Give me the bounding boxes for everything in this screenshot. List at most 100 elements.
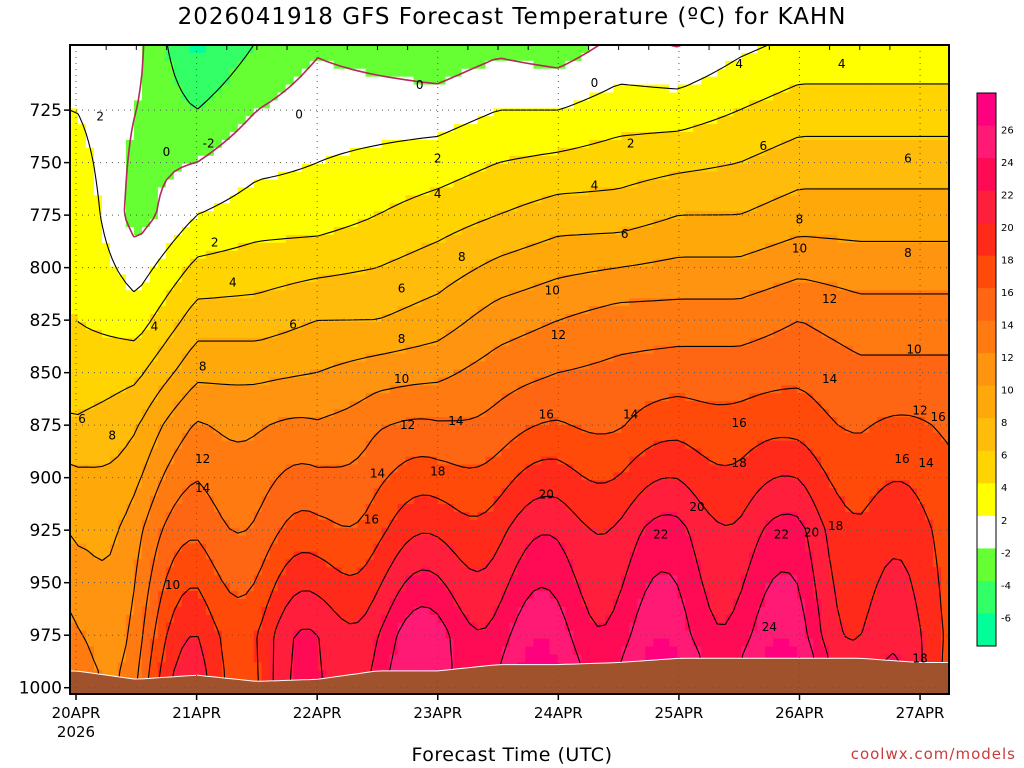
field-cell	[749, 250, 758, 260]
field-cell	[453, 171, 463, 181]
field-cell	[413, 227, 423, 236]
field-cell	[765, 108, 774, 117]
field-cell	[741, 187, 750, 196]
field-cell	[909, 147, 918, 157]
field-cell	[301, 314, 311, 323]
field-cell	[149, 187, 159, 196]
field-cell	[93, 250, 103, 260]
field-cell	[773, 329, 782, 339]
field-cell	[189, 306, 199, 315]
field-cell	[101, 179, 111, 189]
field-cell	[397, 76, 407, 86]
field-cell	[469, 282, 479, 291]
field-cell	[405, 60, 415, 70]
field-cell	[493, 234, 503, 244]
field-cell	[765, 132, 774, 141]
field-cell	[133, 219, 143, 228]
field-cell	[773, 52, 782, 62]
field-cell	[189, 187, 199, 196]
field-cell	[933, 76, 942, 86]
field-cell	[157, 314, 167, 323]
field-cell	[805, 147, 814, 157]
field-cell	[229, 345, 239, 355]
field-cell	[221, 274, 231, 284]
field-cell	[77, 139, 87, 149]
field-cell	[341, 266, 351, 276]
field-cell	[101, 76, 111, 86]
field-cell	[413, 361, 423, 371]
field-cell	[285, 179, 295, 189]
field-cell	[429, 147, 439, 157]
field-cell	[445, 227, 455, 236]
field-cell	[277, 219, 287, 228]
field-cell	[517, 266, 527, 276]
field-cell	[645, 195, 654, 204]
field-cell	[701, 314, 710, 323]
field-cell	[869, 147, 878, 157]
field-cell	[757, 132, 766, 141]
field-cell	[197, 337, 207, 347]
field-cell	[741, 266, 750, 276]
field-cell	[557, 282, 567, 291]
field-cell	[237, 258, 247, 268]
field-cell	[661, 361, 670, 371]
field-cell	[261, 211, 271, 220]
field-cell	[341, 179, 351, 189]
field-cell	[453, 116, 463, 125]
field-cell	[101, 84, 111, 94]
field-cell	[445, 163, 455, 173]
field-cell	[869, 227, 878, 236]
field-cell	[869, 345, 878, 355]
field-cell	[613, 377, 622, 386]
field-cell	[845, 361, 854, 371]
field-cell	[629, 124, 638, 133]
field-cell	[109, 179, 119, 189]
field-cell	[869, 211, 878, 220]
field-cell	[853, 211, 862, 220]
field-cell	[365, 258, 375, 268]
field-cell	[861, 345, 870, 355]
field-cell	[373, 298, 383, 307]
field-cell	[205, 322, 215, 331]
field-cell	[365, 211, 375, 220]
field-cell	[653, 52, 662, 62]
field-cell	[301, 393, 311, 402]
field-cell	[765, 314, 774, 323]
field-cell	[349, 171, 359, 181]
field-cell	[517, 139, 527, 149]
field-cell	[389, 139, 399, 149]
field-cell	[357, 290, 367, 299]
field-cell	[733, 393, 742, 402]
field-cell	[709, 92, 718, 101]
field-cell	[149, 274, 159, 284]
field-cell	[613, 68, 622, 78]
field-cell	[173, 108, 183, 117]
field-cell	[741, 290, 750, 299]
field-cell	[493, 84, 503, 94]
field-cell	[285, 124, 295, 133]
field-cell	[741, 242, 750, 252]
field-cell	[221, 314, 231, 323]
field-cell	[469, 108, 479, 117]
field-cell	[205, 132, 215, 141]
field-cell	[333, 68, 343, 78]
field-cell	[765, 322, 774, 331]
field-cell	[581, 52, 591, 62]
field-cell	[677, 171, 686, 181]
field-cell	[621, 116, 630, 125]
field-cell	[637, 361, 646, 371]
field-cell	[389, 377, 399, 386]
field-cell	[837, 171, 846, 181]
field-cell	[541, 139, 551, 149]
field-cell	[341, 60, 351, 70]
field-cell	[461, 282, 471, 291]
field-cell	[389, 361, 399, 371]
field-cell	[677, 124, 686, 133]
field-cell	[885, 369, 894, 379]
field-cell	[413, 242, 423, 252]
field-cell	[605, 377, 614, 386]
field-cell	[821, 108, 830, 117]
field-cell	[173, 234, 183, 244]
field-cell	[301, 219, 311, 228]
field-cell	[653, 139, 662, 149]
